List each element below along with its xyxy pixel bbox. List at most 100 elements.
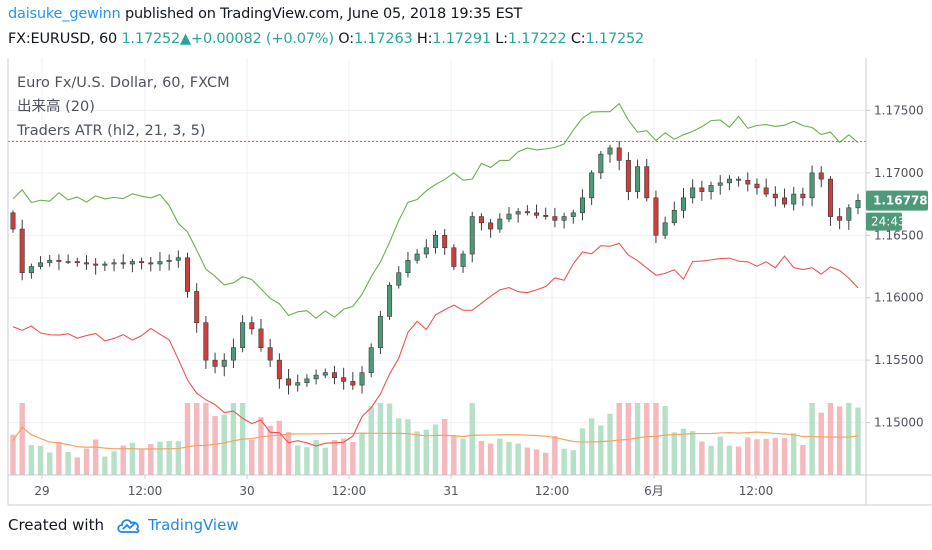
candle [203, 316, 209, 369]
candle-body [763, 187, 769, 195]
price-chart[interactable]: 1.17500 1.17000 1.16500 1.16000 1.15500 1.150… [0, 58, 932, 508]
candle [589, 170, 595, 206]
candle [350, 371, 356, 390]
volume-bar [432, 424, 439, 475]
volume-bar [322, 447, 328, 475]
candle-body [221, 359, 227, 367]
candle-body [258, 328, 264, 348]
volume-bar [377, 403, 384, 475]
candle-body [726, 178, 732, 184]
volume-bar [414, 431, 420, 475]
volume-bar [148, 443, 154, 475]
volume-bar [754, 439, 760, 475]
volume-bar [533, 449, 540, 475]
volume-bar [616, 403, 622, 475]
candle [579, 189, 585, 221]
candle-body [249, 322, 255, 330]
close-value: 1.17252 [585, 31, 645, 47]
volume-bar [405, 419, 411, 475]
candlesticks [10, 140, 861, 395]
volume-bar [497, 438, 503, 475]
candle-body [846, 207, 852, 221]
open-label: O: [338, 31, 354, 47]
price-tick-label: 1.15500 [874, 353, 924, 367]
candle-body [754, 183, 760, 189]
volume-bar [653, 403, 659, 475]
close-label: C: [570, 31, 586, 47]
time-tick-label: 31 [443, 484, 458, 498]
candle [377, 310, 383, 354]
candle [185, 252, 191, 298]
publish-info: daisuke_gewinn published on TradingView.… [8, 6, 522, 22]
candle [506, 207, 512, 223]
volume-bar [193, 403, 200, 475]
candle [10, 210, 16, 233]
candle [782, 188, 788, 208]
indicator-legend: Euro Fx/U.S. Dollar, 60, FXCM 出来高 (20) T… [16, 75, 230, 139]
author-link[interactable]: daisuke_gewinn [8, 6, 121, 22]
candle-body [653, 197, 659, 236]
candle-body [589, 172, 595, 199]
volume-bar [74, 457, 80, 475]
legend-volume: 出来高 (20) [17, 98, 95, 115]
candle [736, 176, 742, 187]
candle-body [717, 182, 723, 186]
candle [267, 338, 273, 367]
candle-body [148, 262, 154, 265]
candle-body [304, 378, 310, 383]
volume-bar [83, 448, 90, 475]
candle-body [524, 211, 530, 214]
volume-bar [258, 417, 264, 475]
candle [56, 254, 62, 271]
candle-body [56, 259, 62, 262]
volume-bar [680, 428, 687, 475]
high-value: 1.17291 [432, 31, 491, 47]
candle [166, 254, 172, 271]
candle-body [800, 193, 806, 199]
volume-bar [634, 403, 641, 475]
candle-body [515, 211, 521, 215]
volume-bar [662, 406, 668, 475]
volume-bar [460, 438, 466, 475]
candle [295, 374, 301, 392]
candle [432, 230, 438, 254]
candle [837, 207, 843, 230]
price-tick-label: 1.16000 [874, 291, 924, 305]
volume-bar [506, 441, 512, 475]
candle [690, 179, 696, 204]
tradingview-brand[interactable]: TradingView [147, 516, 239, 534]
candle-body [377, 316, 383, 348]
volume-bar [267, 425, 273, 475]
time-tick-label: 30 [239, 484, 254, 498]
candle-body [396, 272, 402, 286]
volume-bar [524, 447, 531, 475]
candle-body [194, 291, 200, 323]
candle-body [460, 253, 466, 267]
candle [129, 258, 135, 273]
candle [488, 218, 494, 238]
time-tick-label: 12:00 [332, 484, 367, 498]
created-with-text: Created with [8, 516, 104, 534]
candle [625, 152, 631, 201]
price-axis[interactable]: 1.17500 1.17000 1.16500 1.16000 1.15500 1.150… [866, 103, 924, 430]
candle-body [359, 372, 365, 386]
candle [212, 352, 218, 374]
candle-body [855, 200, 861, 209]
candle [38, 256, 44, 270]
volume-ma-line [12, 426, 859, 450]
candle [341, 367, 347, 390]
candle-body [19, 228, 25, 274]
time-axis[interactable]: 29 12:00 30 12:00 31 12:00 6月 12:00 [34, 475, 773, 498]
candle [524, 205, 530, 216]
symbol-quote-line: FX:EURUSD, 60 1.17252▲+0.00082 (+0.07%) … [8, 31, 644, 47]
volume-bar [10, 434, 16, 475]
volume-bar [579, 428, 586, 475]
candle-body [552, 216, 558, 221]
candle-body [478, 216, 484, 224]
atr-bands [12, 102, 859, 447]
time-tick-label: 12:00 [739, 484, 774, 498]
time-tick-label: 12:00 [535, 484, 570, 498]
volume-bar [487, 443, 494, 475]
candle-body [83, 262, 89, 265]
high-label: H: [416, 31, 433, 47]
